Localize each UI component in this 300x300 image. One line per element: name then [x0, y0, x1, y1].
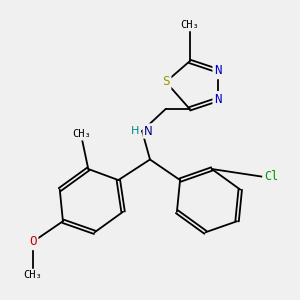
- Text: S: S: [162, 75, 169, 88]
- Text: N: N: [144, 124, 152, 137]
- Text: N: N: [214, 93, 222, 106]
- Text: Cl: Cl: [264, 170, 278, 183]
- Text: O: O: [29, 235, 37, 248]
- Text: CH₃: CH₃: [73, 129, 91, 139]
- Text: CH₃: CH₃: [180, 20, 199, 30]
- Text: CH₃: CH₃: [23, 270, 42, 280]
- Text: H: H: [131, 126, 140, 136]
- Text: N: N: [214, 64, 222, 77]
